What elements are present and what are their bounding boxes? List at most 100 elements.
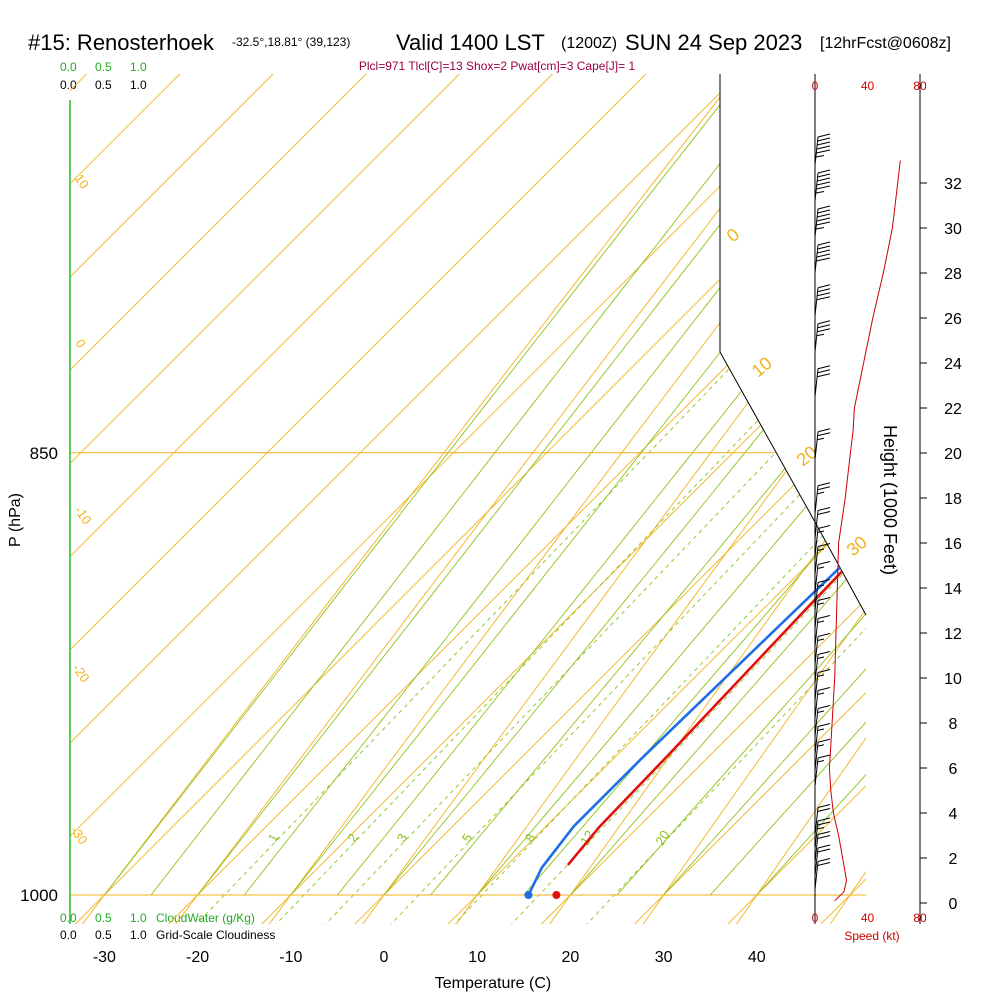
barb-feather — [817, 804, 831, 808]
barb-feather — [817, 177, 831, 182]
x-tick-label: -30 — [93, 949, 116, 966]
barb-feather — [817, 858, 831, 862]
barb-feather — [816, 253, 831, 258]
barb-feather — [816, 149, 831, 154]
barb-feather — [817, 669, 831, 673]
height-tick-label: 24 — [944, 356, 962, 373]
barb-feather — [817, 284, 831, 289]
wind-barb — [814, 844, 831, 877]
x-tick-label: 0 — [380, 949, 389, 966]
y-axis-label: P (hPa) — [7, 493, 24, 547]
barb-staff — [814, 742, 819, 771]
barb-feather — [817, 862, 831, 866]
height-axis-label: Height (1000 Feet) — [880, 425, 900, 575]
x-tick-label: -20 — [186, 949, 209, 966]
moist-adiabat-label: 10 — [72, 171, 93, 191]
barb-feather — [817, 213, 831, 218]
isotherm-line — [90, 74, 866, 924]
dry-adiabat-line — [211, 74, 866, 924]
barb-half-feather — [817, 548, 825, 551]
speed-tick-bottom: 40 — [861, 911, 875, 925]
dry-adiabat-line — [305, 74, 866, 924]
station-title: #15: Renosterhoek — [28, 30, 215, 55]
barb-feather — [817, 754, 831, 759]
cloud-tick: 0.0 — [60, 911, 77, 925]
barb-feather — [817, 579, 831, 583]
height-tick-label: 4 — [949, 806, 958, 823]
barb-feather — [817, 651, 831, 655]
barb-feather — [817, 205, 831, 210]
moist-adiabat-line — [476, 74, 866, 896]
wind-barb — [814, 669, 831, 701]
barb-staff — [814, 582, 819, 611]
height-tick-label: 16 — [944, 536, 962, 553]
wind-barb — [814, 738, 831, 771]
barb-feather — [817, 320, 831, 325]
barb-feather — [816, 217, 831, 222]
height-tick-label: 20 — [944, 446, 962, 463]
barb-half-feather — [815, 155, 825, 158]
surface-dewpoint-marker — [524, 891, 533, 899]
cloud-axis-bottom: 0.0 0.5 1.0 CloudWater (g/Kg) 0.0 0.5 1.… — [60, 911, 275, 942]
cloudiness-tick: 0.0 — [60, 78, 77, 92]
barb-feather — [817, 808, 831, 812]
moist-adiabat-label: -20 — [70, 661, 93, 685]
mixing-ratio-label: 12 — [577, 828, 597, 848]
moist-adiabat-line — [290, 74, 866, 896]
barb-staff — [814, 510, 819, 539]
barb-feather — [817, 369, 831, 374]
barb-feather — [817, 817, 831, 822]
cloudiness-tick: 1.0 — [130, 78, 147, 92]
barb-half-feather — [817, 656, 825, 659]
barb-staff — [814, 287, 819, 316]
cloud-tick: 0.5 — [95, 60, 112, 74]
barb-feather — [816, 296, 831, 301]
barb-feather — [817, 173, 831, 178]
cloudiness-tick: 0.5 — [95, 928, 112, 942]
barb-staff — [814, 618, 819, 647]
valid-date: SUN 24 Sep 2023 — [625, 30, 802, 55]
pressure-tick-label: 850 — [30, 444, 58, 463]
height-tick-label: 2 — [949, 851, 958, 868]
moist-adiabat-line — [243, 74, 866, 896]
height-tick-label: 0 — [949, 896, 958, 913]
barb-half-feather — [817, 638, 825, 641]
pressure-tick-label: 1000 — [20, 886, 58, 905]
barb-half-feather — [817, 674, 825, 677]
height-tick-label: 8 — [949, 716, 958, 733]
barb-feather — [817, 511, 831, 515]
barb-half-feather — [817, 710, 825, 713]
cloud-axis-top: 0.0 0.5 1.0 0.0 0.5 1.0 — [60, 60, 147, 92]
station-coords: -32.5°,18.81° (39,123) — [232, 35, 350, 49]
wind-barb — [814, 705, 831, 737]
barb-feather — [817, 133, 831, 138]
barb-staff — [814, 807, 819, 836]
barb-half-feather — [817, 566, 825, 569]
barb-staff — [814, 172, 819, 202]
wind-barb — [814, 241, 831, 274]
height-tick-label: 18 — [944, 491, 962, 508]
wind-barb — [814, 482, 831, 514]
cloudiness-tick: 0.5 — [95, 78, 112, 92]
x-tick-label: -10 — [279, 949, 302, 966]
barb-feather — [817, 687, 831, 691]
moist-adiabat-line — [337, 74, 866, 896]
barb-feather — [817, 292, 831, 297]
moist-adiabat-label: 0 — [73, 336, 89, 351]
mixing-ratio-label: 3 — [394, 831, 411, 845]
wind-barb — [814, 525, 831, 557]
cloud-tick: 0.0 — [60, 60, 77, 74]
height-tick-label: 6 — [949, 761, 958, 778]
wind-speed-panel: 0040408080120120 — [812, 74, 927, 925]
barb-staff — [814, 564, 819, 593]
barb-half-feather — [817, 827, 825, 830]
wind-barb — [814, 817, 831, 850]
plot-frame — [69, 74, 867, 924]
dry-adiabat-line — [70, 74, 866, 924]
barb-feather — [817, 141, 831, 146]
barb-feather — [817, 245, 831, 250]
